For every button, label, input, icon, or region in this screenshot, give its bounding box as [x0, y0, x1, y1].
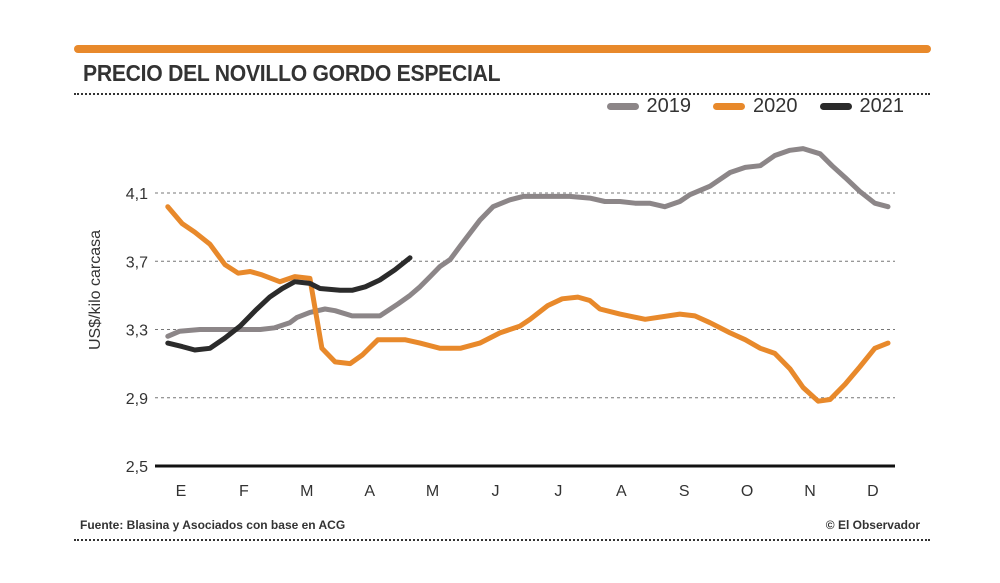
legend-item-2020: 2020: [713, 95, 798, 118]
legend-label: 2020: [753, 95, 798, 117]
legend-item-2021: 2021: [819, 95, 905, 118]
footer-divider: [74, 539, 930, 541]
x-tick-label: A: [364, 483, 375, 500]
y-tick-label: 3,3: [126, 323, 148, 340]
x-tick-label: E: [176, 483, 187, 500]
x-tick-label: J: [492, 483, 500, 500]
x-tick-label: O: [741, 483, 753, 500]
legend: 2019 2020 2021: [606, 95, 905, 118]
legend-swatch: [713, 103, 745, 110]
legend-swatch: [819, 103, 852, 110]
y-axis-label: US$/kilo carcasa: [87, 230, 104, 350]
title-divider: [74, 93, 930, 95]
series-line-2020: [165, 204, 891, 404]
x-tick-label: A: [616, 483, 627, 500]
x-tick-label: M: [300, 483, 313, 500]
series-line-2021: [165, 255, 413, 353]
legend-label: 2019: [646, 95, 692, 117]
x-tick-label: D: [867, 483, 879, 500]
x-tick-label: M: [426, 483, 439, 500]
x-tick-label: J: [554, 483, 562, 500]
series-line-2019: [165, 146, 891, 339]
y-tick-label: 3,7: [126, 254, 148, 271]
y-tick-label: 4,1: [126, 186, 148, 203]
top-accent-bar: [74, 45, 931, 53]
x-tick-label: F: [239, 483, 249, 500]
y-tick-label: 2,9: [126, 391, 148, 408]
x-tick-label: N: [804, 483, 816, 500]
legend-swatch: [606, 103, 639, 110]
source-note: Fuente: Blasina y Asociados con base en …: [80, 518, 346, 532]
chart-title: PRECIO DEL NOVILLO GORDO ESPECIAL: [83, 60, 501, 86]
legend-label: 2021: [859, 95, 905, 117]
legend-item-2019: 2019: [606, 95, 692, 118]
credit: © El Observador: [825, 518, 920, 532]
x-tick-label: S: [679, 483, 690, 500]
y-tick-label: 2,5: [126, 459, 148, 476]
